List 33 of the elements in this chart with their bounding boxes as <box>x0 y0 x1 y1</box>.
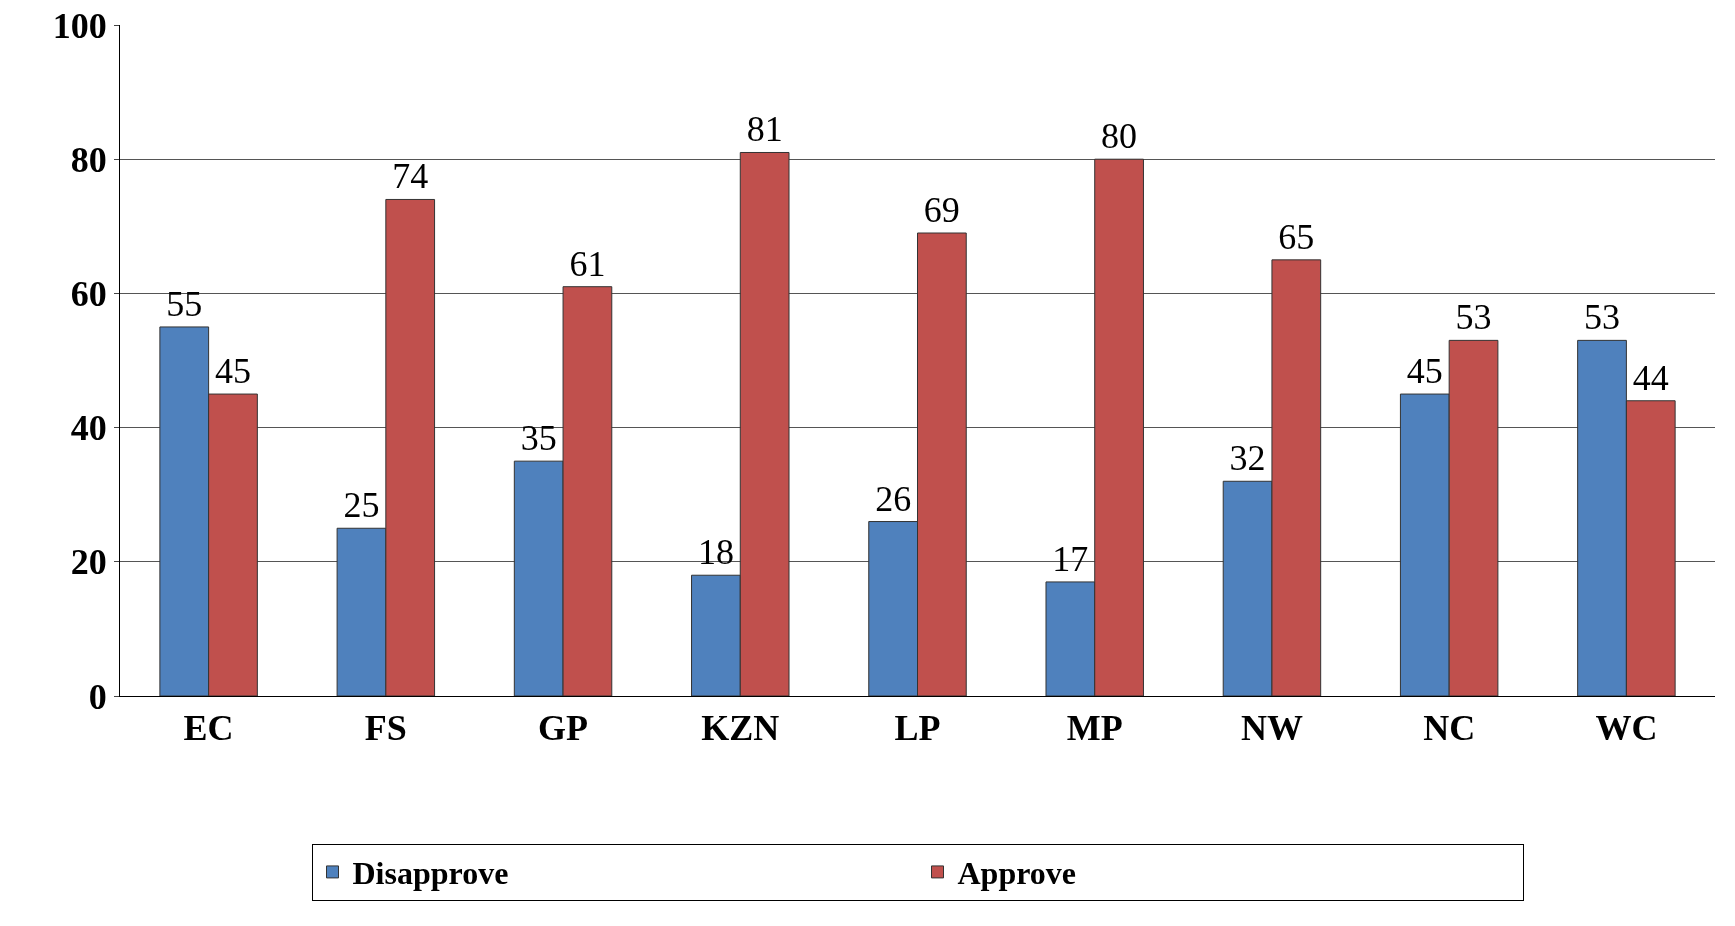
data-label: 44 <box>1632 357 1669 398</box>
y-tick-label: 0 <box>88 676 107 717</box>
x-tick-label: KZN <box>701 708 780 749</box>
data-label: 45 <box>214 351 251 392</box>
x-tick-label: NC <box>1423 708 1476 749</box>
x-tick-label: EC <box>183 708 234 749</box>
data-label: 32 <box>1229 438 1266 479</box>
data-label: 55 <box>166 283 203 324</box>
data-label: 81 <box>746 109 783 150</box>
x-tick-label: NW <box>1240 708 1303 749</box>
data-label: 80 <box>1101 116 1138 157</box>
x-tick-label: FS <box>364 708 407 749</box>
data-label: 25 <box>343 485 380 526</box>
data-label: 45 <box>1406 351 1443 392</box>
data-label: 65 <box>1278 216 1315 257</box>
x-tick-label: WC <box>1595 708 1658 749</box>
x-tick-label: GP <box>538 708 589 749</box>
data-label: 74 <box>392 156 429 197</box>
y-tick-label: 100 <box>52 5 107 46</box>
data-label: 53 <box>1455 297 1492 338</box>
y-tick-label: 20 <box>70 542 107 583</box>
data-label: 53 <box>1584 297 1621 338</box>
x-tick-label: MP <box>1066 708 1123 749</box>
data-label: 69 <box>923 190 960 231</box>
data-label: 26 <box>875 478 912 519</box>
y-tick-label: 60 <box>70 274 107 314</box>
legend-label: Approve <box>957 855 1077 892</box>
data-label: 61 <box>569 243 606 284</box>
x-tick-label: LP <box>894 708 941 749</box>
data-label: 35 <box>520 418 557 459</box>
y-tick-label: 80 <box>70 139 107 180</box>
y-tick-label: 40 <box>70 408 107 449</box>
legend-label: Disapprove <box>352 855 509 892</box>
